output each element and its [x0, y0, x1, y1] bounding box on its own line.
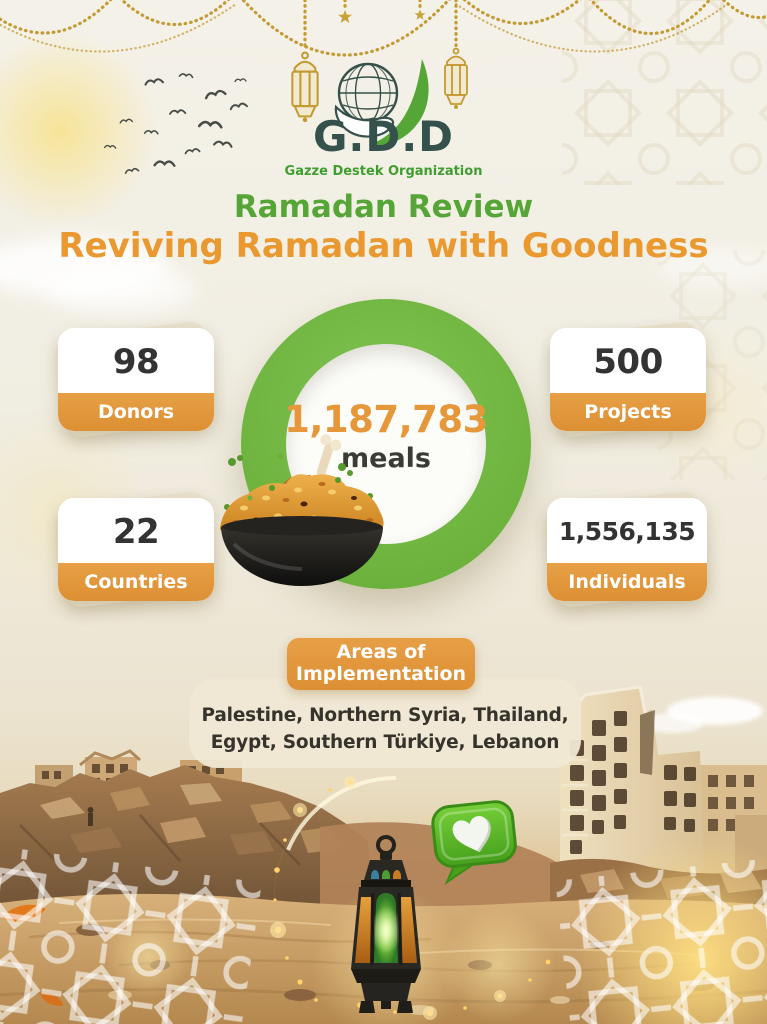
arabesque-pattern-icon: [0, 843, 262, 1024]
page-title: Ramadan Review: [233, 189, 534, 225]
meals-label: meals: [341, 443, 431, 474]
stat-card-projects: 500 Projects: [547, 320, 709, 439]
card-front: 1,556,135 Individuals: [547, 498, 707, 601]
sparkle-trail-icon: [270, 776, 551, 1020]
star-icon: [338, 10, 352, 23]
stat-label: Countries: [58, 563, 214, 601]
stat-card-individuals: 1,556,135 Individuals: [544, 489, 710, 610]
stat-label: Individuals: [547, 563, 707, 601]
page-subtitle: Reviving Ramadan with Goodness: [58, 226, 709, 266]
stat-card-donors: 98 Donors: [55, 320, 217, 439]
cloud: [45, 266, 195, 312]
logo-organization-name: Gazze Destek Organization: [284, 164, 483, 179]
hanging-lantern-icon: [444, 47, 468, 110]
globe-hand-leaf-icon: [334, 59, 429, 146]
areas-badge-line1: Areas of: [336, 641, 426, 663]
areas-badge: Areas of Implementation: [287, 638, 475, 690]
meals-value: 1,187,783: [284, 398, 488, 441]
card-front: 98 Donors: [58, 328, 214, 431]
heart-like-bubble-icon: [431, 800, 517, 885]
ramadan-lantern-icon: [351, 835, 421, 1013]
stat-value: 1,556,135: [558, 517, 696, 546]
stat-card-countries: 22 Countries: [55, 490, 217, 609]
stat-value: 500: [593, 341, 663, 382]
areas-list-line1: Palestine, Northern Syria, Thailand,: [201, 705, 569, 726]
star-icon: [414, 9, 426, 20]
logo-acronym: G.D.D: [312, 112, 455, 161]
stat-value: 22: [112, 511, 160, 552]
card-front: 500 Projects: [550, 328, 706, 431]
stat-label: Donors: [58, 393, 214, 431]
areas-list-line2: Egypt, Southern Türkiye, Lebanon: [210, 731, 560, 753]
stat-label: Projects: [550, 393, 706, 431]
areas-box: Palestine, Northern Syria, Thailand, Egy…: [189, 678, 581, 768]
stat-value: 98: [112, 341, 160, 382]
areas-badge-line2: Implementation: [295, 662, 467, 685]
card-front: 22 Countries: [58, 498, 214, 601]
arabesque-pattern-icon: [562, 0, 767, 185]
areas-list: Palestine, Northern Syria, Thailand, Egy…: [189, 703, 581, 757]
crescent-moon-icon: [274, 776, 397, 1016]
arabesque-pattern-icon: [555, 856, 767, 1024]
food-bowl-icon: [220, 434, 384, 586]
